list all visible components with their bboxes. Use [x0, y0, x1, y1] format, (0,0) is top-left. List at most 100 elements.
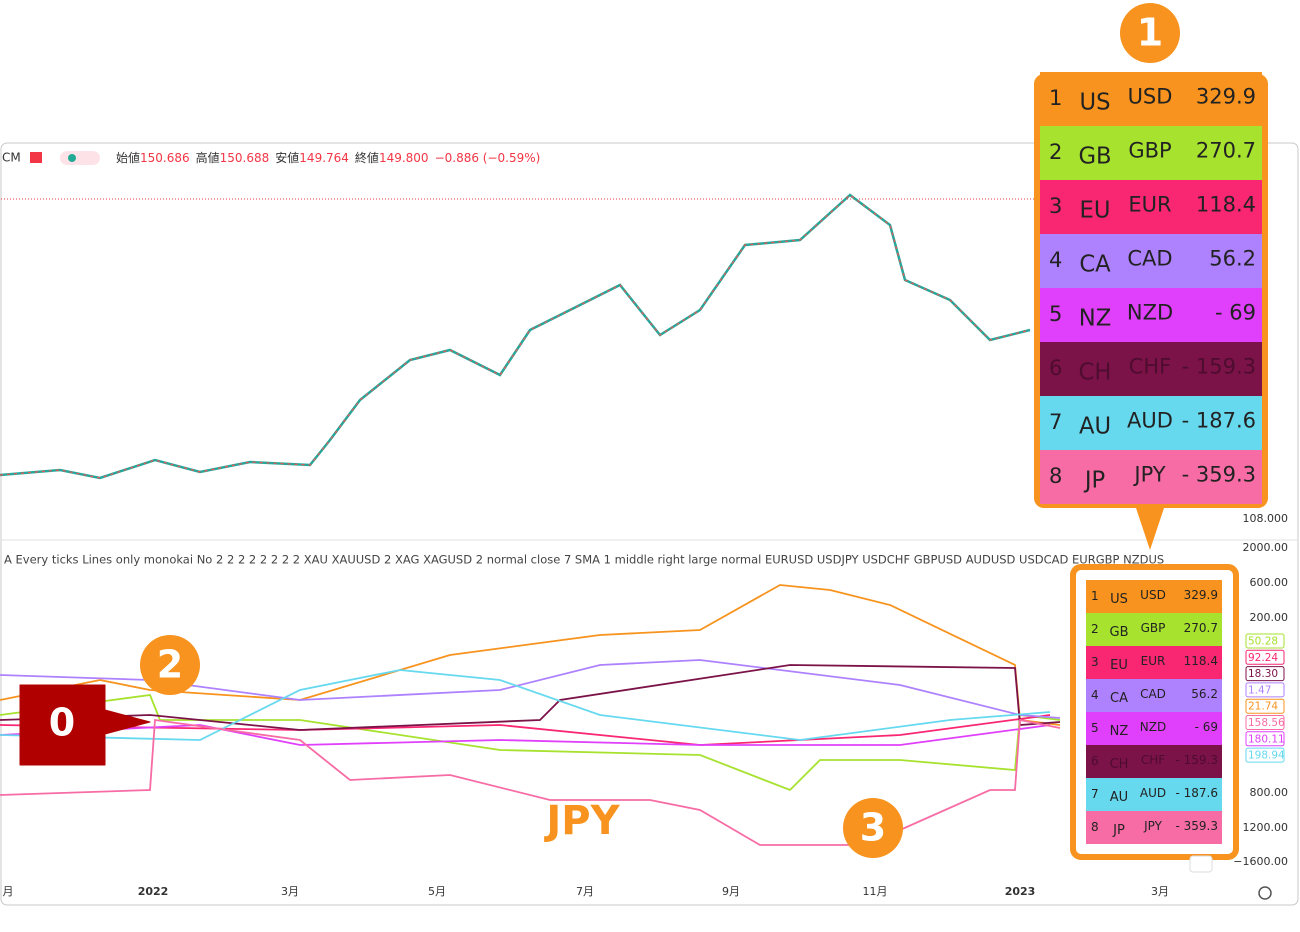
currency: USD	[1128, 84, 1173, 108]
settings-icon[interactable]	[1258, 886, 1272, 900]
series-label-box	[1245, 666, 1285, 682]
rank: 4	[1049, 248, 1062, 272]
series-label-box	[1245, 698, 1285, 714]
series-label-box	[1245, 715, 1285, 730]
ranking-row	[1040, 234, 1262, 288]
score: 329.9	[1196, 84, 1256, 108]
currency: AUD	[1127, 408, 1173, 432]
rank: 2	[1049, 140, 1062, 164]
ohlc-label: 安値	[275, 150, 299, 165]
rank: 3	[1091, 655, 1099, 669]
ranking-row	[1040, 450, 1262, 504]
chf-line	[0, 664, 1061, 731]
score: 56.2	[1209, 246, 1256, 270]
rank: 8	[1049, 464, 1062, 488]
flag-icon	[30, 152, 42, 163]
ranking-row	[1086, 745, 1222, 778]
score: - 359.3	[1182, 462, 1256, 486]
currency: GBP	[1141, 621, 1166, 635]
country-code: CH	[1110, 757, 1129, 772]
ranking-row	[1040, 72, 1262, 126]
score: - 69	[1215, 300, 1256, 324]
x-axis-label: 5月	[428, 885, 446, 898]
symbol: CM	[2, 151, 21, 165]
scroll-button[interactable]	[1189, 855, 1213, 873]
x-axis-label: 3月	[281, 885, 299, 898]
series-label: 198.94	[1248, 750, 1285, 762]
callout-circle-3	[843, 798, 903, 858]
country-code: US	[1080, 90, 1111, 116]
cad-line	[0, 659, 1061, 719]
ranking-row	[1040, 288, 1262, 342]
score: 270.7	[1184, 621, 1218, 635]
callout-label: 0	[49, 701, 75, 745]
ranking-row	[1040, 342, 1262, 396]
callout-label: 1	[1137, 11, 1163, 55]
country-code: AU	[1110, 790, 1128, 805]
rank: 5	[1091, 721, 1099, 735]
currency: AUD	[1140, 786, 1166, 800]
currency: EUR	[1128, 192, 1171, 216]
series-label: 50.28	[1248, 636, 1278, 648]
indicator-axis-label: 2000.00	[1243, 541, 1289, 554]
ohlc-value: 150.686	[140, 151, 190, 165]
series-label: 158.56	[1248, 717, 1285, 729]
currency: EUR	[1141, 654, 1166, 668]
indicator-axis-label: 600.00	[1250, 576, 1289, 589]
ranking-row	[1086, 613, 1222, 646]
rank: 2	[1091, 622, 1099, 636]
country-code: NZ	[1110, 724, 1129, 739]
series-label-box	[1245, 633, 1285, 649]
score: 270.7	[1196, 138, 1256, 162]
ranking-row	[1086, 646, 1222, 679]
series-label-box	[1245, 731, 1285, 747]
country-code: EU	[1110, 658, 1128, 673]
rank: 8	[1091, 820, 1099, 834]
usd-line	[0, 584, 1061, 726]
currency: CHF	[1141, 753, 1165, 767]
nzd-line	[0, 724, 1051, 746]
score: - 187.6	[1182, 408, 1256, 432]
x-axis-label: 3月	[1151, 885, 1169, 898]
chart-frame	[0, 142, 1299, 906]
country-code: CA	[1110, 691, 1128, 706]
score: - 69	[1195, 720, 1218, 734]
x-axis-label: 11月	[863, 885, 888, 898]
rank: 1	[1049, 86, 1062, 110]
rank: 6	[1091, 754, 1099, 768]
currency: CAD	[1127, 246, 1172, 270]
score: - 159.3	[1182, 354, 1256, 378]
ohlc-label: 終値	[355, 150, 379, 165]
jpy-line	[0, 718, 1061, 846]
ohlc-value: 149.800	[379, 151, 429, 165]
indicator-axis-label: 200.00	[1250, 611, 1289, 624]
currency: CAD	[1140, 687, 1166, 701]
country-code: GB	[1078, 144, 1111, 170]
ranking-row	[1086, 778, 1222, 811]
country-code: GB	[1110, 625, 1129, 640]
indicator-axis-label: 1200.00	[1243, 821, 1289, 834]
price-axis-label: 108.000	[1243, 512, 1289, 525]
x-axis-label: 2023	[1005, 885, 1036, 898]
series-label-box	[1245, 649, 1285, 665]
score: 329.9	[1184, 588, 1218, 602]
callout-circle-1	[1120, 3, 1180, 63]
series-label: 1.47	[1248, 684, 1271, 696]
ohlc-value: 150.688	[220, 151, 270, 165]
currency: NZD	[1140, 720, 1166, 734]
currency: JPY	[1143, 819, 1163, 833]
score: 56.2	[1191, 687, 1218, 701]
country-code: AU	[1079, 414, 1111, 440]
rank: 7	[1049, 410, 1062, 434]
ranking-row	[1086, 811, 1222, 844]
country-code: JP	[1112, 823, 1125, 838]
rank: 5	[1049, 302, 1062, 326]
rank: 7	[1091, 787, 1099, 801]
score: - 159.3	[1176, 753, 1219, 767]
series-label: 180.11	[1248, 733, 1285, 745]
x-axis-label: 2022	[138, 885, 169, 898]
eur-line	[0, 714, 1051, 746]
rank: 3	[1049, 194, 1062, 218]
